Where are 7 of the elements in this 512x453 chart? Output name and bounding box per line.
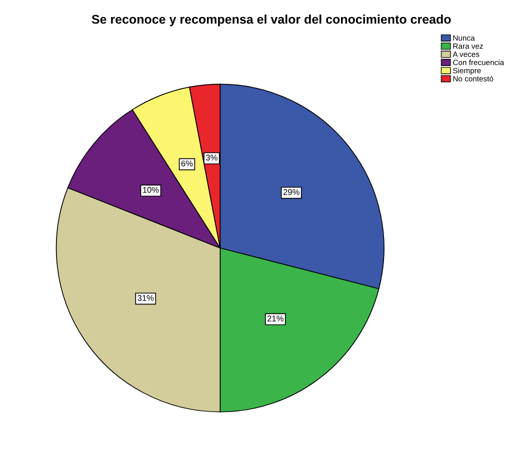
data-label: 21% bbox=[267, 316, 284, 322]
data-label: 10% bbox=[143, 186, 159, 193]
data-label: 29% bbox=[283, 189, 300, 196]
data-label: 31% bbox=[138, 295, 154, 301]
chart-title: Se reconoce y recompensa el valor del conocimiento creado bbox=[92, 14, 451, 26]
data-label: 3% bbox=[206, 154, 218, 161]
data-label: 6% bbox=[181, 160, 193, 166]
